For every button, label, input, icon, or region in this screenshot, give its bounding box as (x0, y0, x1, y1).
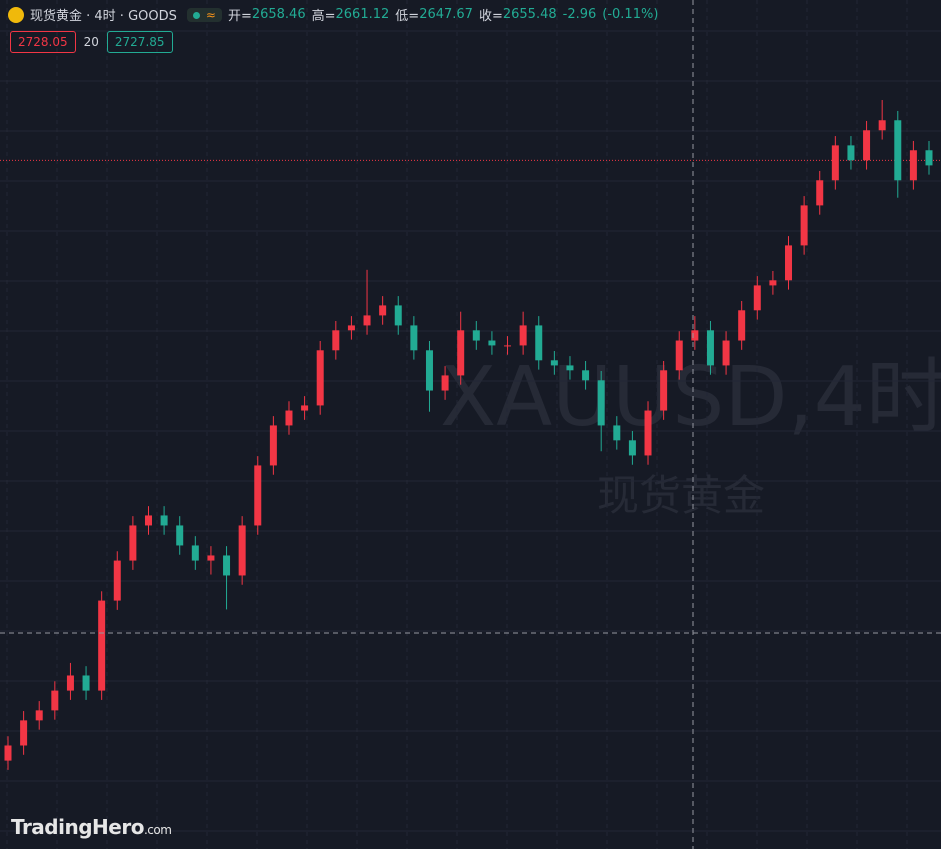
symbol-icon (8, 6, 24, 23)
change: -2.96 (562, 7, 597, 22)
brand-suffix: .com (143, 823, 172, 837)
close-value: 2655.48 (502, 7, 557, 22)
candle-body (301, 405, 309, 411)
candle-body (831, 145, 839, 181)
candle-body (347, 325, 355, 331)
high-label: 高= (311, 9, 336, 24)
candle-body (176, 525, 184, 546)
candle-body (4, 745, 12, 761)
candle-body (207, 555, 215, 561)
candle-body (675, 340, 683, 371)
candle-body (98, 600, 106, 691)
candle-body (254, 465, 262, 526)
candle-body (379, 305, 387, 316)
open-label: 开= (227, 9, 252, 24)
candle-body (51, 690, 59, 711)
candle-body (847, 145, 855, 161)
low-label: 低= (395, 9, 420, 24)
candle-body (878, 120, 886, 131)
quote-row: 2728.05 20 2727.85 (10, 31, 173, 53)
candle-body (285, 410, 293, 426)
candle-body (597, 380, 605, 426)
candle-body (613, 425, 621, 441)
candle-body (753, 285, 761, 311)
status-badge[interactable]: ≈ (186, 7, 222, 22)
candle-body (238, 525, 246, 576)
candle-body (82, 675, 90, 691)
candle-body (410, 325, 418, 351)
candle-body (425, 350, 433, 391)
symbol[interactable]: 现货黄金 · 4时 · GOODS (30, 9, 177, 24)
candle-body (925, 150, 933, 166)
candle-body (706, 330, 714, 366)
watermark-ticker: XAUUSD,4时 (440, 350, 941, 445)
candle-body (582, 370, 590, 381)
low-value: 2647.67 (419, 7, 473, 22)
candle-body (800, 205, 808, 246)
candle-body (441, 375, 449, 391)
candle-body (863, 130, 871, 161)
candle-body (504, 345, 512, 347)
candle-body (394, 305, 402, 326)
candle-body (316, 350, 324, 406)
candle-body (566, 365, 574, 371)
candle-body (472, 330, 480, 341)
candle-body (519, 325, 527, 346)
brand-logo: TradingHero.com (11, 815, 172, 839)
candle-body (628, 440, 636, 456)
candle-body (269, 425, 277, 466)
bid-button[interactable]: 2728.05 (10, 31, 76, 53)
candle-body (332, 330, 340, 351)
open-value: 2658.46 (251, 7, 306, 22)
candle-body (66, 675, 74, 691)
candle-body (144, 515, 152, 526)
candle-body (785, 245, 793, 281)
watermark-name: 现货黄金 (597, 471, 766, 520)
candle-body (457, 330, 465, 376)
close-label: 收= (478, 9, 503, 24)
header: 现货黄金 · 4时 · GOODS ≈ 开= 2658.46 高= 2661.12 … (8, 5, 664, 24)
candle-body (113, 560, 121, 601)
spread: 20 (83, 35, 99, 49)
candle-body (20, 720, 28, 746)
change-pct: (-0.11%) (602, 7, 659, 22)
candle-body (223, 555, 231, 576)
candle-body (191, 545, 199, 561)
high-value: 2661.12 (335, 7, 390, 22)
candle-body (550, 360, 558, 366)
candle-body (644, 410, 652, 456)
candle-body (722, 340, 730, 366)
candle-body (35, 710, 43, 721)
brand-name: TradingHero (11, 815, 144, 839)
candle-body (660, 370, 668, 411)
candle-body (909, 150, 917, 181)
candle-body (488, 340, 496, 346)
candle-body (769, 280, 777, 286)
candle-body (894, 120, 902, 181)
badge-text: ≈ (205, 7, 216, 22)
ask-button[interactable]: 2727.85 (106, 31, 173, 53)
candle-body (535, 325, 543, 361)
candle-body (363, 315, 371, 326)
candle-body (129, 525, 137, 561)
candle-body (738, 310, 746, 341)
candle-body (691, 330, 699, 341)
candle-body (816, 180, 824, 206)
candle-body (160, 515, 168, 526)
